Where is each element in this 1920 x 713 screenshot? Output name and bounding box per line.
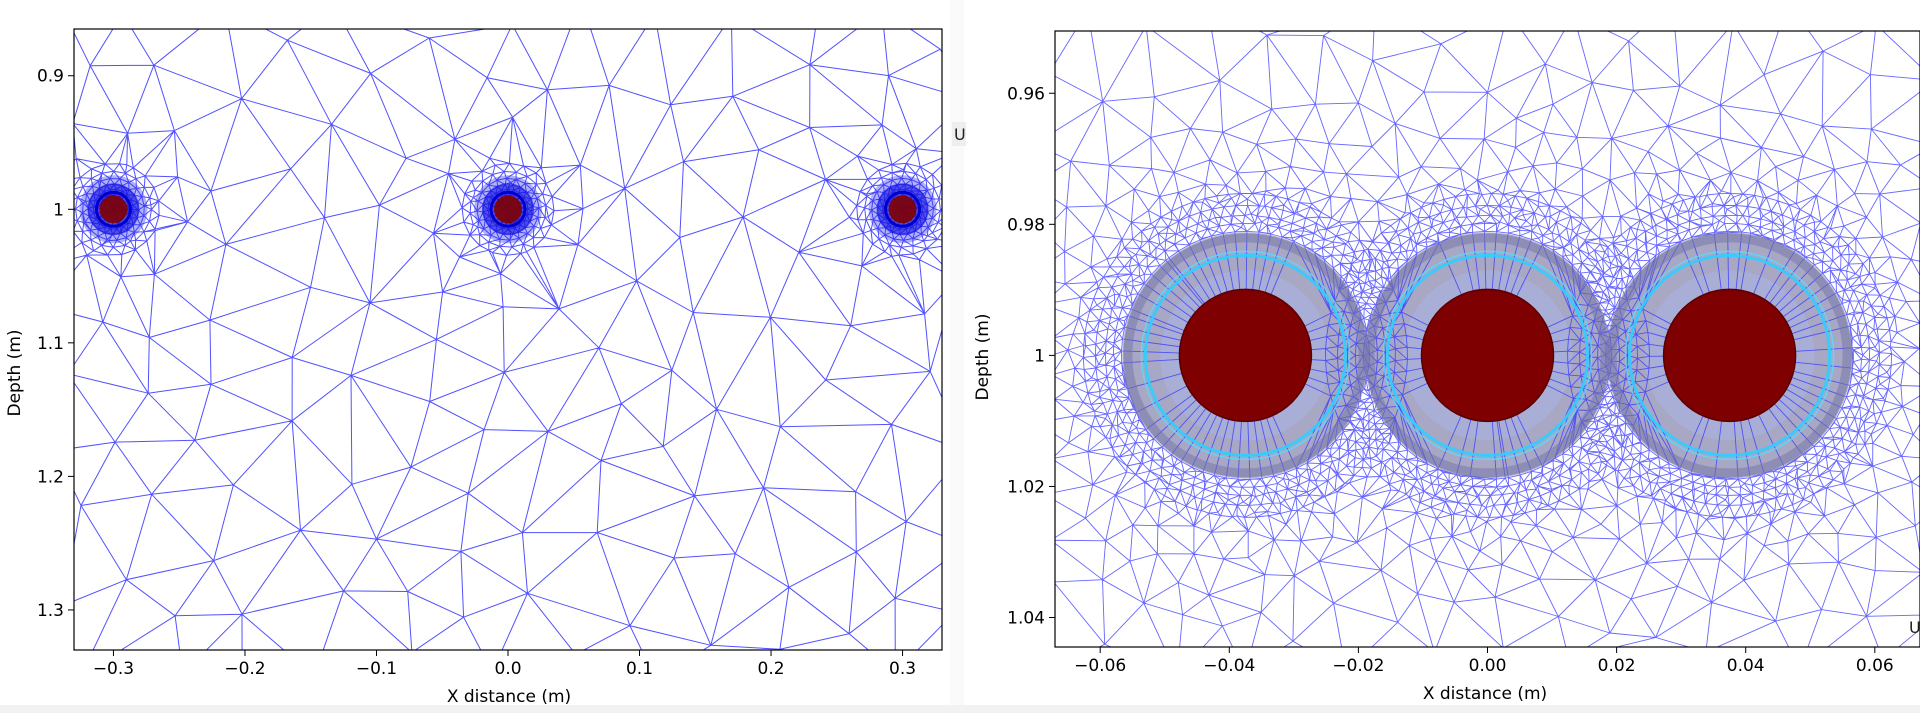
x-tick-label: 0.3 [889,659,916,679]
x-tick-label: 0.00 [1469,656,1507,676]
x-tick-label: −0.06 [1074,656,1126,676]
y-tick-label: 1.04 [1007,609,1045,629]
left-y-axis-label: Depth (m) [5,329,25,416]
right-y-axis-label: Depth (m) [973,313,993,400]
cable-center-2 [884,190,922,228]
left-x-axis-label: X distance (m) [447,687,571,707]
cable-center-1 [489,190,527,228]
cable-screen-inner-1 [1382,250,1593,461]
right-y-ticks: 0.96 0.98 1 1.02 1.04 [1007,84,1055,629]
x-tick-label: −0.1 [356,659,397,679]
cable-core-0 [99,195,128,224]
y-tick-label: 1.1 [37,334,64,354]
x-tick-label: 0.06 [1856,656,1894,676]
right-x-axis-label: X distance (m) [1423,684,1547,704]
cable-core-2 [1663,289,1796,422]
x-tick-label: 0.0 [494,659,521,679]
cable-core-1 [494,195,522,224]
left-x-ticks: −0.3 −0.2 −0.1 0.0 0.1 0.2 0.3 [93,650,916,679]
y-tick-label: 1 [53,200,64,220]
y-tick-label: 1.2 [37,467,64,487]
x-tick-label: 0.1 [626,659,653,679]
y-tick-label: 0.9 [37,67,64,87]
cable-screen-2 [1628,253,1832,457]
x-tick-label: −0.3 [93,659,134,679]
right-mesh [1055,31,1920,647]
left-mesh [74,29,942,650]
y-tick-label: 1.02 [1007,477,1045,497]
y-tick-label: 1 [1034,346,1045,366]
cable-core-edge-2 [1662,288,1797,423]
cable-core-edge-1 [1420,288,1555,423]
cable-screen-1 [1386,253,1589,457]
y-tick-label: 1.3 [37,601,64,621]
x-tick-label: −0.04 [1203,656,1255,676]
y-tick-label: 0.96 [1007,84,1045,104]
cable-screen-0 [1143,253,1347,457]
cable-core-1 [1421,289,1554,422]
left-panel: −0.3 −0.2 −0.1 0.0 0.1 0.2 0.3 0.9 1 1.1 1.2 1.3 X… [5,29,966,707]
cable-core-2 [888,195,917,224]
cable-outer-grey-1 [1364,232,1611,479]
axes-frame [73,28,943,651]
cable-outer-grey-0 [1122,232,1369,479]
x-tick-label: −0.02 [1332,656,1384,676]
cable-core-0 [1179,289,1312,422]
axes-frame [1054,30,1920,648]
cable-core-edge-0 [1178,288,1313,423]
cable-screen-inner-0 [1140,250,1351,461]
x-tick-label: −0.2 [224,659,265,679]
x-tick-label: 0.02 [1598,656,1636,676]
left-edge-mark: U [954,125,966,144]
x-tick-label: 0.2 [758,659,785,679]
right-panel: −0.06 −0.04 −0.02 0.00 0.02 0.04 0.06 0.96 0.98… [973,31,1920,704]
right-x-ticks: −0.06 −0.04 −0.02 0.00 0.02 0.04 0.06 [1074,647,1894,676]
cable-outer-grey-2 [1606,232,1853,479]
right-edge-mark: U [1909,618,1920,637]
y-tick-label: 0.98 [1007,215,1045,235]
left-y-ticks: 0.9 1 1.1 1.2 1.3 [37,67,74,621]
x-tick-label: 0.04 [1727,656,1765,676]
cable-center-0 [94,190,132,228]
cable-screen-inner-2 [1624,250,1835,461]
